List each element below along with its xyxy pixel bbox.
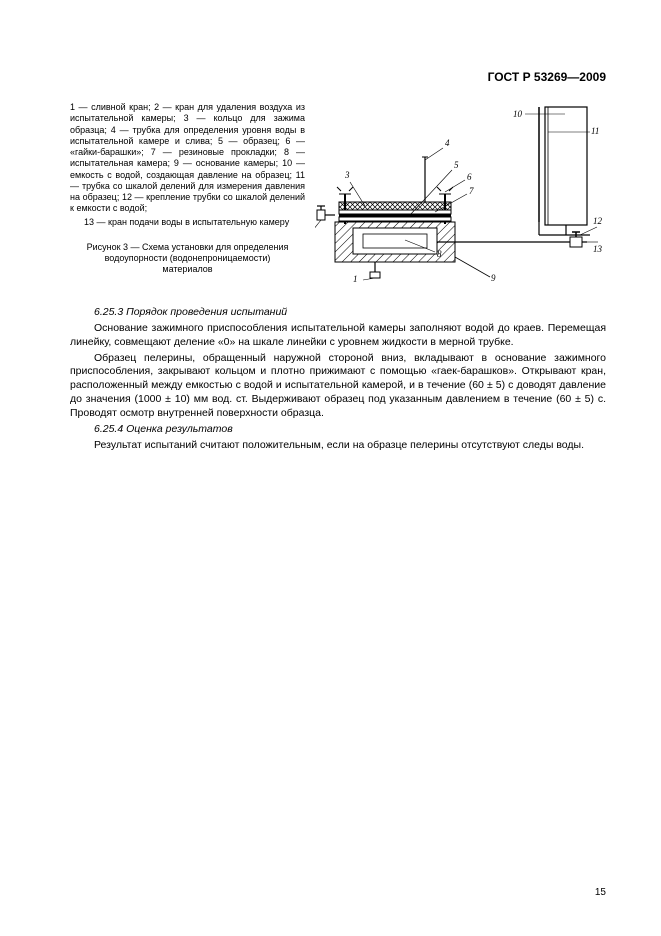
svg-text:12: 12 [593, 216, 603, 226]
section-6-25-3-title: 6.25.3 Порядок проведения испытаний [70, 306, 606, 320]
legend-main: 1 — сливной кран; 2 — кран для удаления … [70, 102, 305, 215]
figure-caption-l2: водоупорности (водонепроницаемости) [70, 253, 305, 264]
diagram-svg: 4 3 5 6 7 2 [315, 102, 605, 282]
svg-text:6: 6 [467, 172, 472, 182]
svg-text:4: 4 [445, 138, 450, 148]
section-6-25-4-title: 6.25.4 Оценка результатов [70, 423, 606, 437]
svg-text:11: 11 [591, 126, 599, 136]
svg-text:5: 5 [454, 160, 459, 170]
svg-text:7: 7 [469, 186, 474, 196]
svg-text:8: 8 [437, 249, 442, 259]
figure-caption-l3: материалов [70, 264, 305, 275]
legend-line-13: 13 — кран подачи воды в испытательную ка… [70, 217, 305, 228]
page: ГОСТ Р 53269—2009 1 — сливной кран; 2 — … [0, 0, 661, 936]
figure-caption: Рисунок 3 — Схема установки для определе… [70, 242, 305, 276]
figure-diagram: 4 3 5 6 7 2 [315, 102, 606, 282]
figure-block: 1 — сливной кран; 2 — кран для удаления … [70, 102, 606, 282]
para-6-25-4-1: Результат испытаний считают положительны… [70, 439, 606, 453]
figure-caption-l1: Рисунок 3 — Схема установки для определе… [70, 242, 305, 253]
svg-text:13: 13 [593, 244, 603, 254]
svg-text:1: 1 [353, 274, 358, 282]
figure-legend: 1 — сливной кран; 2 — кран для удаления … [70, 102, 305, 282]
para-6-25-3-1: Основание зажимного приспособления испыт… [70, 322, 606, 350]
para-6-25-3-2: Образец пелерины, обращенный наружной ст… [70, 352, 606, 421]
svg-text:10: 10 [513, 109, 523, 119]
svg-text:9: 9 [491, 273, 496, 282]
svg-text:3: 3 [344, 170, 350, 180]
doc-header: ГОСТ Р 53269—2009 [488, 70, 606, 84]
body-text: 6.25.3 Порядок проведения испытаний Осно… [70, 306, 606, 453]
page-number: 15 [595, 887, 606, 898]
